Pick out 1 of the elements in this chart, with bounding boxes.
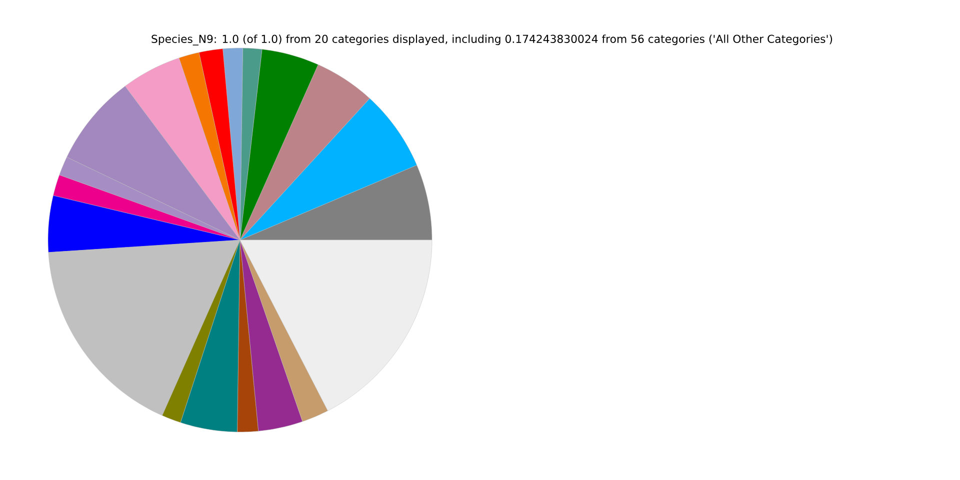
text: Species_N9: 1.0 (of 1.0) from 20 categories displayed, including 0.174243830024 from 56 categories ('All Other Categories') (152, 34, 832, 46)
